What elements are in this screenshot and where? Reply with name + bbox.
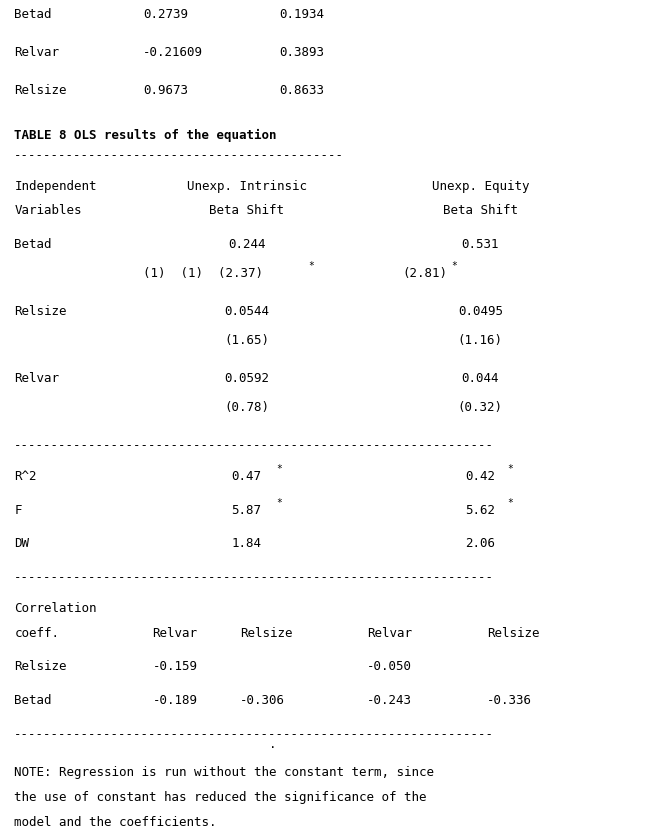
- Text: Independent: Independent: [14, 180, 97, 193]
- Text: 0.244: 0.244: [228, 238, 265, 251]
- Text: (1.65): (1.65): [224, 334, 269, 347]
- Text: model and the coefficients.: model and the coefficients.: [14, 816, 217, 829]
- Text: Unexp. Intrinsic: Unexp. Intrinsic: [187, 180, 306, 193]
- Text: -0.159: -0.159: [153, 661, 197, 673]
- Text: Relsize: Relsize: [487, 627, 539, 640]
- Text: Relsize: Relsize: [14, 84, 67, 96]
- Text: Relsize: Relsize: [14, 305, 67, 317]
- Text: (0.32): (0.32): [458, 401, 503, 415]
- Text: R^2: R^2: [14, 470, 37, 483]
- Text: 5.87: 5.87: [232, 504, 262, 517]
- Text: 0.0495: 0.0495: [458, 305, 503, 317]
- Text: (1)  (1)  (2.37): (1) (1) (2.37): [143, 267, 263, 280]
- Text: --------------------------------------------: ----------------------------------------…: [14, 150, 344, 162]
- Text: TABLE 8 OLS results of the equation: TABLE 8 OLS results of the equation: [14, 130, 276, 142]
- Text: Relsize: Relsize: [14, 661, 67, 673]
- Text: -0.21609: -0.21609: [143, 46, 202, 59]
- Text: 0.0592: 0.0592: [224, 372, 269, 385]
- Text: Correlation: Correlation: [14, 602, 97, 615]
- Text: 5.62: 5.62: [465, 504, 495, 517]
- Text: Relvar: Relvar: [153, 627, 197, 640]
- Text: *: *: [308, 261, 314, 271]
- Text: ----------------------------------------------------------------: ----------------------------------------…: [14, 440, 495, 452]
- Text: Relvar: Relvar: [14, 46, 59, 59]
- Text: 0.1934: 0.1934: [279, 8, 324, 21]
- Text: *: *: [508, 498, 513, 508]
- Text: Relvar: Relvar: [367, 627, 411, 640]
- Text: NOTE: Regression is run without the constant term, since: NOTE: Regression is run without the cons…: [14, 765, 434, 779]
- Text: the use of constant has reduced the significance of the: the use of constant has reduced the sign…: [14, 791, 427, 804]
- Text: -0.336: -0.336: [487, 694, 532, 707]
- Text: -0.189: -0.189: [153, 694, 197, 707]
- Text: DW: DW: [14, 537, 29, 550]
- Text: *: *: [276, 498, 282, 508]
- Text: Unexp. Equity: Unexp. Equity: [432, 180, 529, 193]
- Text: 1.84: 1.84: [232, 537, 262, 550]
- Text: -0.243: -0.243: [367, 694, 411, 707]
- Text: (0.78): (0.78): [224, 401, 269, 415]
- Text: *: *: [451, 261, 457, 271]
- Text: 0.8633: 0.8633: [279, 84, 324, 96]
- Text: 0.531: 0.531: [461, 238, 499, 251]
- Text: Betad: Betad: [14, 694, 52, 707]
- Text: 0.9673: 0.9673: [143, 84, 188, 96]
- Text: .: .: [269, 738, 276, 750]
- Text: *: *: [508, 465, 513, 475]
- Text: -0.306: -0.306: [240, 694, 285, 707]
- Text: Beta Shift: Beta Shift: [209, 204, 284, 217]
- Text: 0.47: 0.47: [232, 470, 262, 483]
- Text: Variables: Variables: [14, 204, 82, 217]
- Text: Beta Shift: Beta Shift: [443, 204, 518, 217]
- Text: 0.2739: 0.2739: [143, 8, 188, 21]
- Text: *: *: [276, 465, 282, 475]
- Text: 2.06: 2.06: [465, 537, 495, 550]
- Text: -0.050: -0.050: [367, 661, 411, 673]
- Text: Relsize: Relsize: [240, 627, 293, 640]
- Text: 0.3893: 0.3893: [279, 46, 324, 59]
- Text: Betad: Betad: [14, 238, 52, 251]
- Text: (1.16): (1.16): [458, 334, 503, 347]
- Text: Betad: Betad: [14, 8, 52, 21]
- Text: (2.81): (2.81): [402, 267, 447, 280]
- Text: 0.044: 0.044: [461, 372, 499, 385]
- Text: ----------------------------------------------------------------: ----------------------------------------…: [14, 571, 495, 584]
- Text: coeff.: coeff.: [14, 627, 59, 640]
- Text: 0.0544: 0.0544: [224, 305, 269, 317]
- Text: ----------------------------------------------------------------: ----------------------------------------…: [14, 728, 495, 740]
- Text: 0.42: 0.42: [465, 470, 495, 483]
- Text: F: F: [14, 504, 22, 517]
- Text: Relvar: Relvar: [14, 372, 59, 385]
